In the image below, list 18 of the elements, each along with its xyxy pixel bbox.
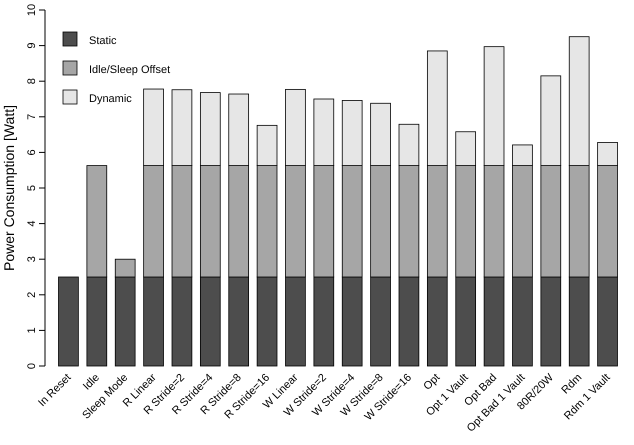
y-axis-title: Power Consumption [Watt] xyxy=(1,105,17,271)
y-tick-label: 9 xyxy=(26,42,38,49)
legend-label: Idle/Sleep Offset xyxy=(89,64,170,76)
y-tick-label: 8 xyxy=(26,78,38,84)
x-tick-label: Opt xyxy=(421,372,442,393)
legend-label: Static xyxy=(89,35,118,47)
y-tick-label: 5 xyxy=(26,184,38,192)
x-tick-label: Idle xyxy=(80,372,102,393)
y-tick-label: 0 xyxy=(26,362,38,370)
y-tick-label: 4 xyxy=(26,220,38,227)
y-tick-label: 3 xyxy=(26,256,38,262)
bar xyxy=(58,276,79,366)
y-tick-label: 2 xyxy=(26,292,38,298)
y-tick-label: 7 xyxy=(26,114,38,120)
y-tick-label: 10 xyxy=(26,4,38,16)
legend-label: Dynamic xyxy=(89,93,132,105)
y-tick-label: 1 xyxy=(26,327,38,334)
y-tick-label: 6 xyxy=(26,149,38,156)
